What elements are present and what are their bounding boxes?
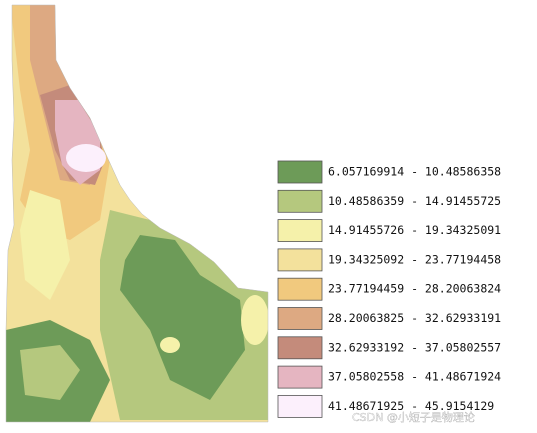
legend-swatch [277, 394, 323, 418]
legend-label: 19.34325092 - 23.77194458 [328, 252, 501, 266]
legend-label: 32.62933192 - 37.05802557 [328, 340, 501, 354]
legend-swatch [277, 336, 323, 360]
legend-swatch [277, 248, 323, 272]
legend-swatch [277, 189, 323, 213]
legend-label: 23.77194459 - 28.20063824 [328, 282, 501, 296]
legend-swatch [277, 219, 323, 243]
surface [6, 5, 268, 422]
legend-label: 41.48671925 - 45.9154129 [328, 399, 494, 413]
legend-swatch [277, 277, 323, 301]
legend-swatch [277, 160, 323, 184]
legend-label: 14.91455726 - 19.34325091 [328, 223, 501, 237]
legend-label: 37.05802558 - 41.48671924 [328, 370, 501, 384]
legend-label: 10.48586359 - 14.91455725 [328, 194, 501, 208]
legend-label: 6.057169914 - 10.48586358 [328, 165, 501, 179]
legend-swatch [277, 307, 323, 330]
legend-label: 28.20063825 - 32.62933191 [328, 311, 501, 325]
legend: 6.057169914 - 10.48586358 10.48586359 - 1… [277, 160, 501, 418]
watermark: CSDN @小短子是物理论 [352, 410, 475, 424]
legend-swatch [277, 365, 323, 389]
state-outline [5, 4, 269, 423]
